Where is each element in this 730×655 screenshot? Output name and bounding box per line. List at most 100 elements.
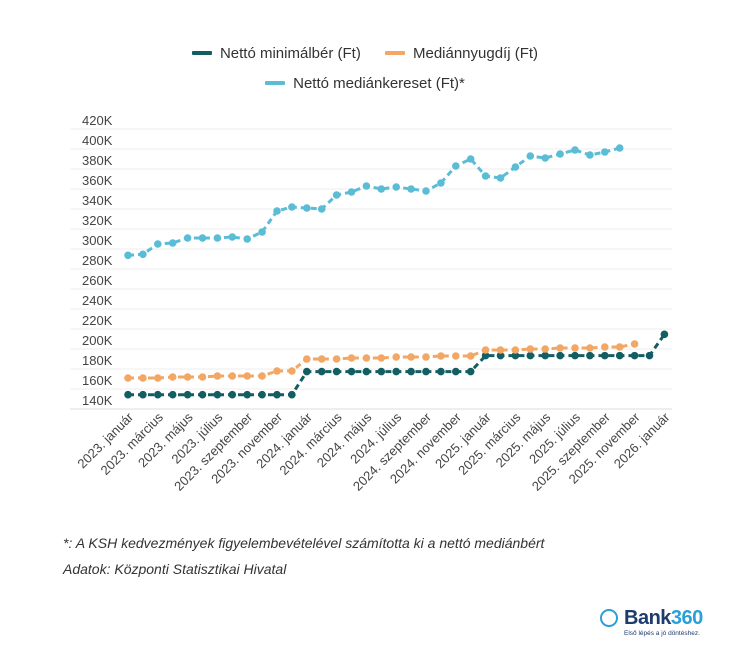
data-point xyxy=(422,353,430,361)
logo-tagline: Első lépés a jó döntéshez. xyxy=(624,630,700,637)
data-point xyxy=(541,154,549,162)
legend-label: Nettó minimálbér (Ft) xyxy=(219,44,361,62)
data-point xyxy=(124,251,132,260)
data-point xyxy=(362,367,371,376)
data-point xyxy=(258,372,266,380)
data-point xyxy=(526,351,535,360)
data-point xyxy=(571,351,579,360)
data-point xyxy=(496,351,505,360)
data-point xyxy=(139,374,147,382)
y-tick-label: 180K xyxy=(82,353,113,368)
data-point xyxy=(481,351,490,360)
y-tick-label: 380K xyxy=(82,153,113,168)
data-point xyxy=(466,352,475,360)
data-point xyxy=(317,355,326,363)
y-tick-label: 340K xyxy=(82,193,113,208)
data-point xyxy=(332,355,341,363)
legend-swatch xyxy=(265,81,286,85)
data-point xyxy=(392,183,401,191)
y-tick-label: 220K xyxy=(82,313,113,328)
data-point xyxy=(377,185,386,193)
data-point xyxy=(630,351,639,360)
data-point xyxy=(496,174,505,182)
data-point xyxy=(303,204,311,212)
data-point xyxy=(392,353,401,361)
data-point xyxy=(437,367,445,376)
legend-row-2: Nettó mediánkereset (Ft)* xyxy=(0,72,730,92)
data-point xyxy=(258,228,266,236)
y-tick-label: 260K xyxy=(82,273,113,288)
data-point xyxy=(288,367,296,375)
data-point xyxy=(422,187,430,195)
data-point xyxy=(362,182,371,190)
logo-compass-icon xyxy=(600,609,618,627)
data-point xyxy=(377,354,386,362)
data-point xyxy=(273,367,281,375)
data-point xyxy=(496,346,505,354)
data-point xyxy=(213,234,222,242)
data-point xyxy=(154,374,162,382)
data-point xyxy=(213,372,222,380)
y-tick-label: 360K xyxy=(82,173,113,188)
data-point xyxy=(586,344,594,352)
data-point xyxy=(452,352,460,360)
data-point xyxy=(481,346,490,354)
y-tick-label: 240K xyxy=(82,293,113,308)
data-point xyxy=(273,207,281,215)
data-point xyxy=(303,355,311,363)
data-point xyxy=(347,367,356,376)
data-point xyxy=(198,373,207,381)
data-point xyxy=(362,354,371,362)
data-point xyxy=(526,345,535,353)
data-point xyxy=(168,239,177,247)
legend-swatch xyxy=(384,51,405,55)
data-point xyxy=(615,351,624,360)
data-point xyxy=(392,367,401,376)
data-point xyxy=(452,367,460,376)
data-point xyxy=(332,367,341,376)
y-tick-label: 300K xyxy=(82,233,113,248)
data-point xyxy=(183,390,192,399)
legend-label: Mediánnyugdíj (Ft) xyxy=(412,44,539,62)
data-point xyxy=(228,372,237,380)
footnote: *: A KSH kedvezmények figyelembevételéve… xyxy=(63,535,545,551)
data-point xyxy=(377,367,386,376)
data-point xyxy=(198,234,207,242)
y-tick-label: 200K xyxy=(82,333,113,348)
data-point xyxy=(511,346,520,354)
data-point xyxy=(139,390,147,399)
data-point xyxy=(258,390,266,399)
data-point xyxy=(601,148,609,156)
data-point xyxy=(124,390,132,399)
data-point xyxy=(347,354,356,362)
data-point xyxy=(183,234,192,242)
y-tick-label: 400K xyxy=(82,133,113,148)
data-point xyxy=(571,344,579,352)
data-point xyxy=(645,351,654,360)
data-point xyxy=(198,390,207,399)
data-point xyxy=(228,390,237,399)
data-point xyxy=(601,351,609,360)
y-tick-label: 160K xyxy=(82,373,113,388)
data-point xyxy=(571,146,579,154)
data-point xyxy=(437,352,445,360)
data-point xyxy=(332,191,341,199)
data-point xyxy=(541,351,549,360)
data-point xyxy=(526,152,535,160)
y-tick-label: 140K xyxy=(82,393,113,408)
data-point xyxy=(317,367,326,376)
y-tick-label: 280K xyxy=(82,253,113,268)
data-point xyxy=(139,250,147,259)
data-point xyxy=(183,373,192,381)
data-point xyxy=(586,351,594,360)
data-point xyxy=(168,373,177,381)
data-point xyxy=(243,372,251,380)
y-tick-label: 420K xyxy=(82,113,113,128)
series-line-1 xyxy=(128,342,635,380)
data-point xyxy=(630,340,639,348)
data-point xyxy=(407,367,415,376)
data-point xyxy=(228,233,237,241)
data-point xyxy=(422,367,430,376)
data-point xyxy=(273,390,281,399)
